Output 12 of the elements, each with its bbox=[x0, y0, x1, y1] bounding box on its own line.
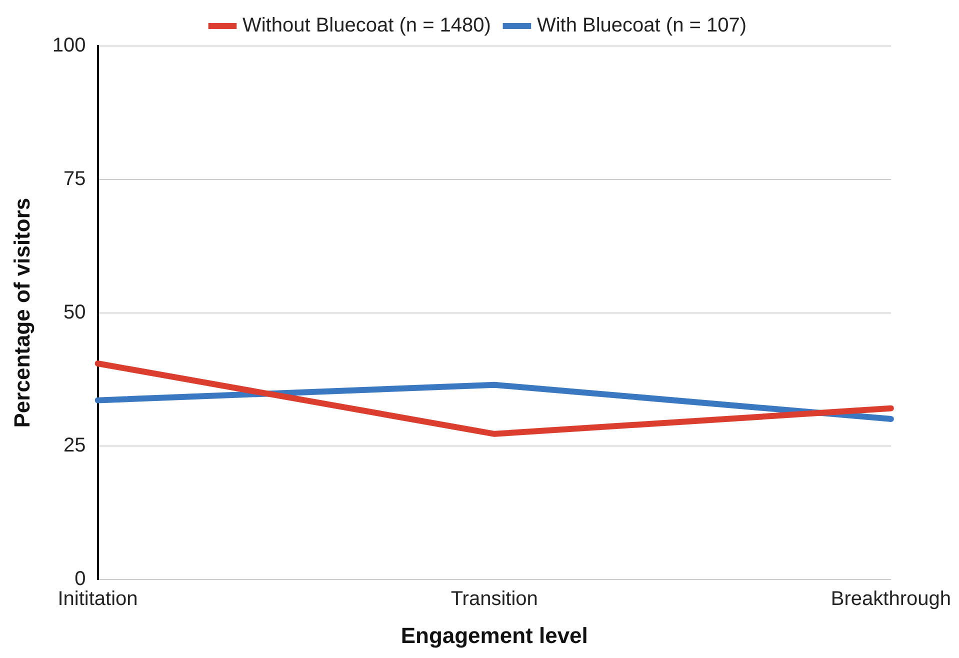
y-tick-label: 25 bbox=[64, 434, 86, 457]
y-tick-label: 0 bbox=[74, 568, 86, 590]
y-tick-label: 50 bbox=[64, 301, 86, 324]
y-tick-label: 75 bbox=[64, 168, 86, 190]
x-axis-title: Engagement level bbox=[400, 622, 588, 648]
legend-label: With Bluecoat (n = 107) bbox=[536, 14, 747, 37]
legend-label: Without Bluecoat (n = 1480) bbox=[242, 14, 491, 37]
y-tick-label: 100 bbox=[52, 34, 86, 57]
x-tick-label: Breakthrough bbox=[830, 588, 951, 610]
y-axis-title: Percentage of visitors bbox=[9, 198, 34, 428]
x-tick-label: Transition bbox=[450, 588, 538, 610]
x-tick-label: Inititation bbox=[58, 588, 138, 610]
